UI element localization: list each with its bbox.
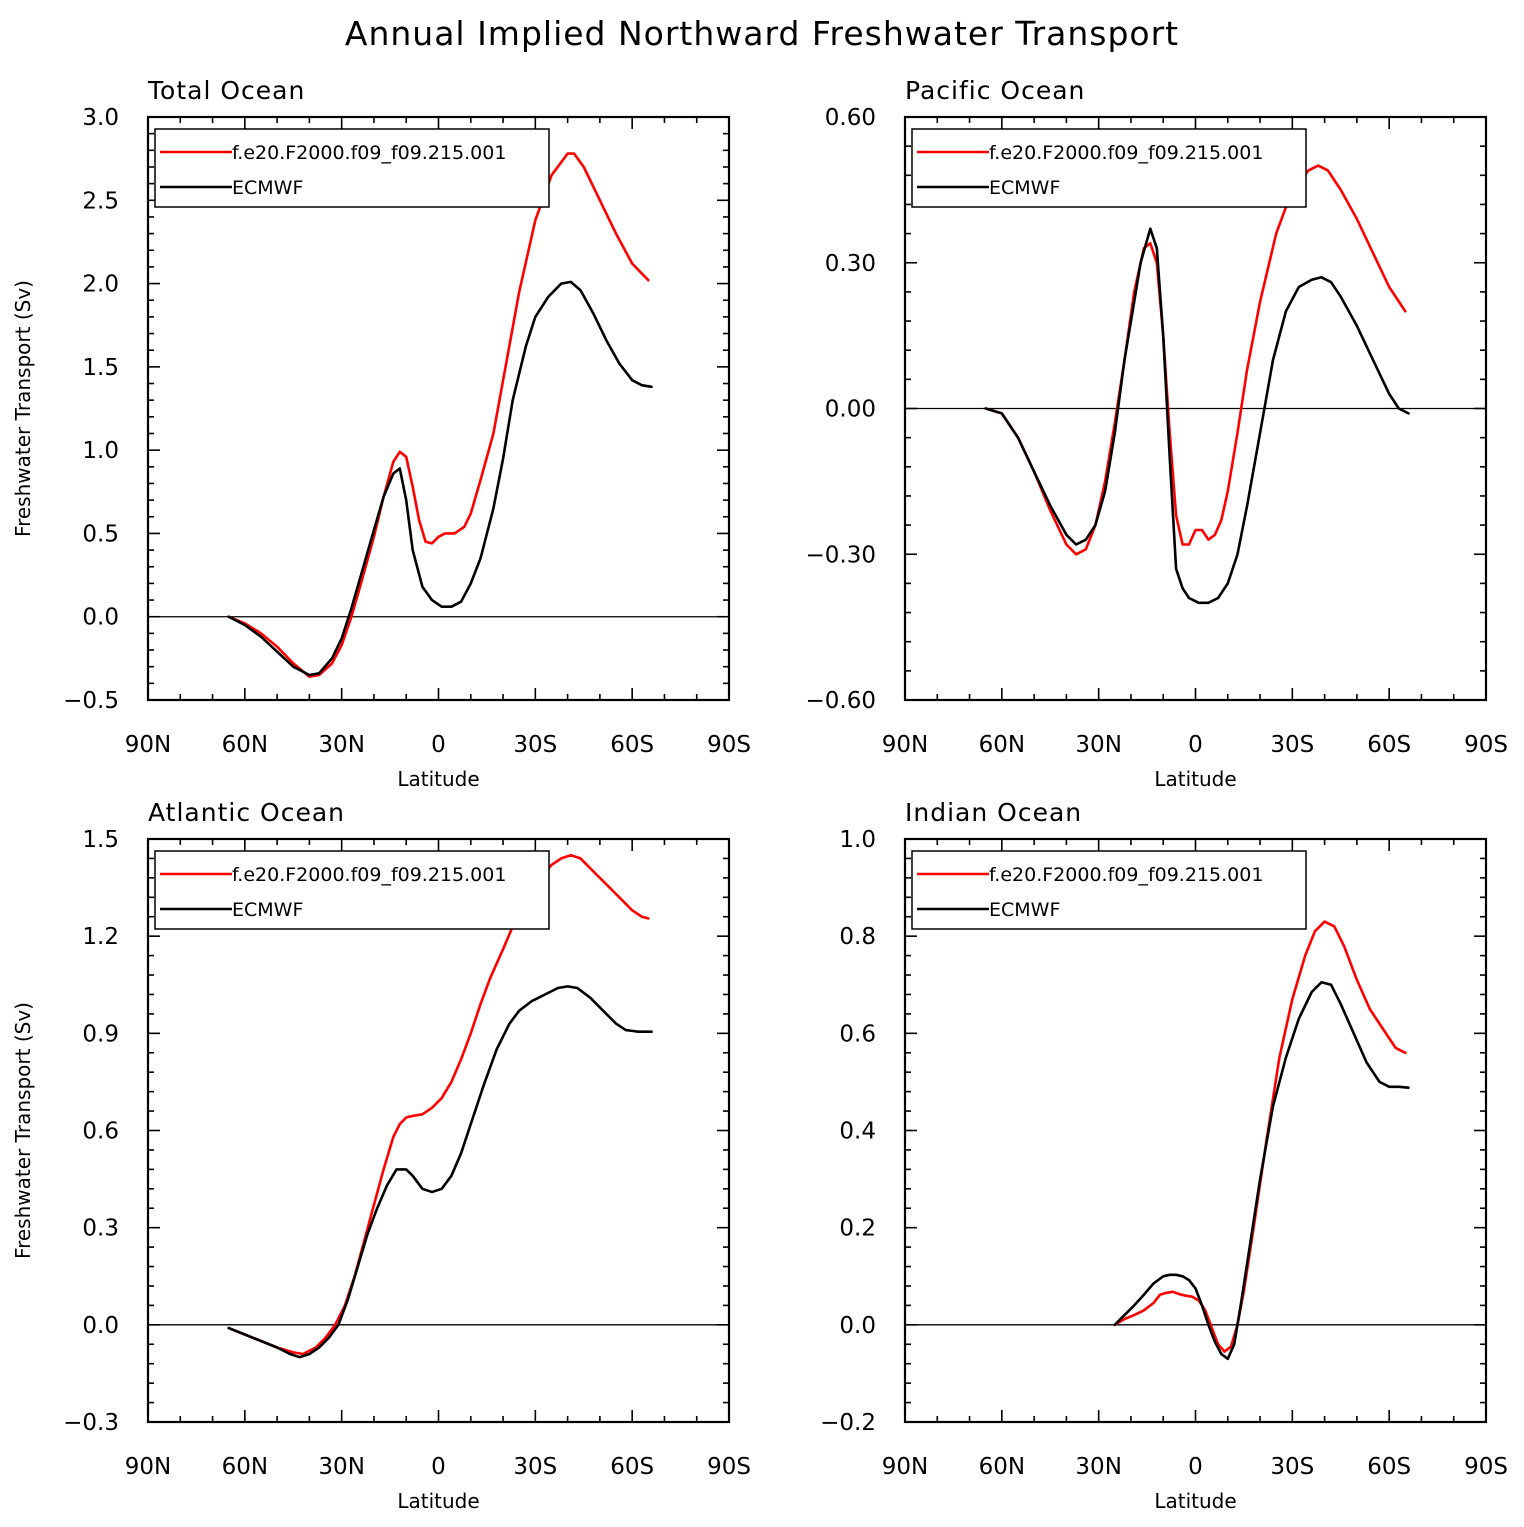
legend-label: f.e20.F2000.f09_f09.215.001 xyxy=(989,142,1263,164)
y-tick-label: 1.2 xyxy=(82,924,119,950)
y-tick-label: −0.5 xyxy=(63,688,119,714)
ecmwf-series-line xyxy=(984,227,1410,605)
x-tick-label: 30S xyxy=(1270,732,1314,758)
legend-label: ECMWF xyxy=(989,177,1060,199)
legend-label: ECMWF xyxy=(232,899,303,921)
ecmwf-series-line xyxy=(227,280,653,677)
x-tick-label: 60S xyxy=(610,1454,654,1480)
legend-label: f.e20.F2000.f09_f09.215.001 xyxy=(989,864,1263,886)
panel-4: Indian Ocean 90N 60N 30N 0 30S 60S 90S 1.0 0.8 0.6… xyxy=(820,798,1508,1513)
ecmwf-series-line xyxy=(227,985,653,1359)
x-tick-label: 30S xyxy=(1270,1454,1314,1480)
y-tick-label: 0.6 xyxy=(82,1119,119,1145)
x-tick-label: 0 xyxy=(431,732,446,758)
x-tick-label: 30N xyxy=(318,732,364,758)
model-series-line xyxy=(227,853,650,1356)
y-tick-label: 3.0 xyxy=(82,105,119,131)
legend: f.e20.F2000.f09_f09.215.001 ECMWF xyxy=(911,850,1307,930)
legend-label: f.e20.F2000.f09_f09.215.001 xyxy=(232,864,506,886)
x-tick-label: 90N xyxy=(882,732,928,758)
x-tick-label: 60S xyxy=(610,732,654,758)
y-tick-label: 0.9 xyxy=(82,1021,119,1047)
legend-label: f.e20.F2000.f09_f09.215.001 xyxy=(232,142,506,164)
x-tick-label: 60N xyxy=(979,1454,1025,1480)
y-tick-label: 0.8 xyxy=(839,924,876,950)
x-tick-label: 60N xyxy=(222,1454,268,1480)
x-tick-label: 30N xyxy=(1075,1454,1121,1480)
panel-title: Pacific Ocean xyxy=(905,76,1085,105)
y-tick-label: −0.30 xyxy=(806,542,876,568)
y-tick-label: 0.4 xyxy=(839,1119,876,1145)
x-tick-label: 90N xyxy=(125,1454,171,1480)
legend-box xyxy=(154,850,550,930)
model-series-line xyxy=(1113,920,1407,1353)
x-axis-label: Latitude xyxy=(1154,767,1236,791)
figure-title: Annual Implied Northward Freshwater Tran… xyxy=(345,14,1179,53)
ecmwf-series-line xyxy=(1113,980,1410,1361)
panel-1: Total Ocean 90N 60N 30N 0 30S 60S 90S 3.0 2.5 2.0 1… xyxy=(11,76,751,791)
x-tick-label: 0 xyxy=(1188,1454,1203,1480)
x-tick-label: 60S xyxy=(1367,1454,1411,1480)
x-tick-label: 90S xyxy=(1464,732,1508,758)
y-tick-label: 0.30 xyxy=(825,251,876,277)
y-tick-label: 0.0 xyxy=(839,1313,876,1339)
legend: f.e20.F2000.f09_f09.215.001 ECMWF xyxy=(154,850,550,930)
panel-title: Atlantic Ocean xyxy=(148,798,345,827)
legend: f.e20.F2000.f09_f09.215.001 ECMWF xyxy=(911,128,1307,208)
x-tick-label: 90S xyxy=(707,1454,751,1480)
y-tick-label: −0.3 xyxy=(63,1410,119,1436)
panel-title: Indian Ocean xyxy=(905,798,1082,827)
x-tick-label: 60N xyxy=(222,732,268,758)
legend-box xyxy=(911,850,1307,930)
panel-2: Pacific Ocean 90N 60N 30N 0 30S 60S 90S 0.60 0.30… xyxy=(806,76,1508,791)
y-tick-label: 2.5 xyxy=(82,188,119,214)
y-tick-label: 0.0 xyxy=(82,1313,119,1339)
y-tick-label: 2.0 xyxy=(82,272,119,298)
y-tick-label: −0.60 xyxy=(806,688,876,714)
legend-box xyxy=(154,128,550,208)
panel-title: Total Ocean xyxy=(147,76,305,105)
x-tick-label: 30S xyxy=(513,732,557,758)
y-tick-label: 0.5 xyxy=(82,521,119,547)
model-series-line xyxy=(227,152,650,679)
x-tick-label: 60N xyxy=(979,732,1025,758)
x-tick-label: 0 xyxy=(1188,732,1203,758)
y-tick-label: −0.2 xyxy=(820,1410,876,1436)
x-tick-label: 60S xyxy=(1367,732,1411,758)
x-axis-label: Latitude xyxy=(397,1489,479,1513)
x-tick-label: 90N xyxy=(882,1454,928,1480)
y-tick-label: 1.5 xyxy=(82,355,119,381)
x-tick-label: 0 xyxy=(431,1454,446,1480)
x-axis-label: Latitude xyxy=(397,767,479,791)
x-tick-label: 30N xyxy=(1075,732,1121,758)
y-tick-label: 0.3 xyxy=(82,1216,119,1242)
x-axis-label: Latitude xyxy=(1154,1489,1236,1513)
legend-box xyxy=(911,128,1307,208)
legend-label: ECMWF xyxy=(989,899,1060,921)
y-tick-label: 0.0 xyxy=(82,605,119,631)
x-tick-label: 30N xyxy=(318,1454,364,1480)
y-axis-label: Freshwater Transport (Sv) xyxy=(11,280,35,537)
y-tick-label: 1.0 xyxy=(839,827,876,853)
y-axis-label: Freshwater Transport (Sv) xyxy=(11,1002,35,1259)
x-tick-label: 90N xyxy=(125,732,171,758)
legend-label: ECMWF xyxy=(232,177,303,199)
y-tick-label: 0.00 xyxy=(825,397,876,423)
legend: f.e20.F2000.f09_f09.215.001 ECMWF xyxy=(154,128,550,208)
y-tick-label: 0.60 xyxy=(825,105,876,131)
x-tick-label: 90S xyxy=(707,732,751,758)
model-series-line xyxy=(984,164,1407,556)
y-tick-label: 1.5 xyxy=(82,827,119,853)
y-tick-label: 1.0 xyxy=(82,438,119,464)
x-tick-label: 30S xyxy=(513,1454,557,1480)
panel-3: Atlantic Ocean 90N 60N 30N 0 30S 60S 90S 1.5 1.2 0… xyxy=(11,798,751,1513)
y-tick-label: 0.6 xyxy=(839,1021,876,1047)
x-tick-label: 90S xyxy=(1464,1454,1508,1480)
y-tick-label: 0.2 xyxy=(839,1216,876,1242)
